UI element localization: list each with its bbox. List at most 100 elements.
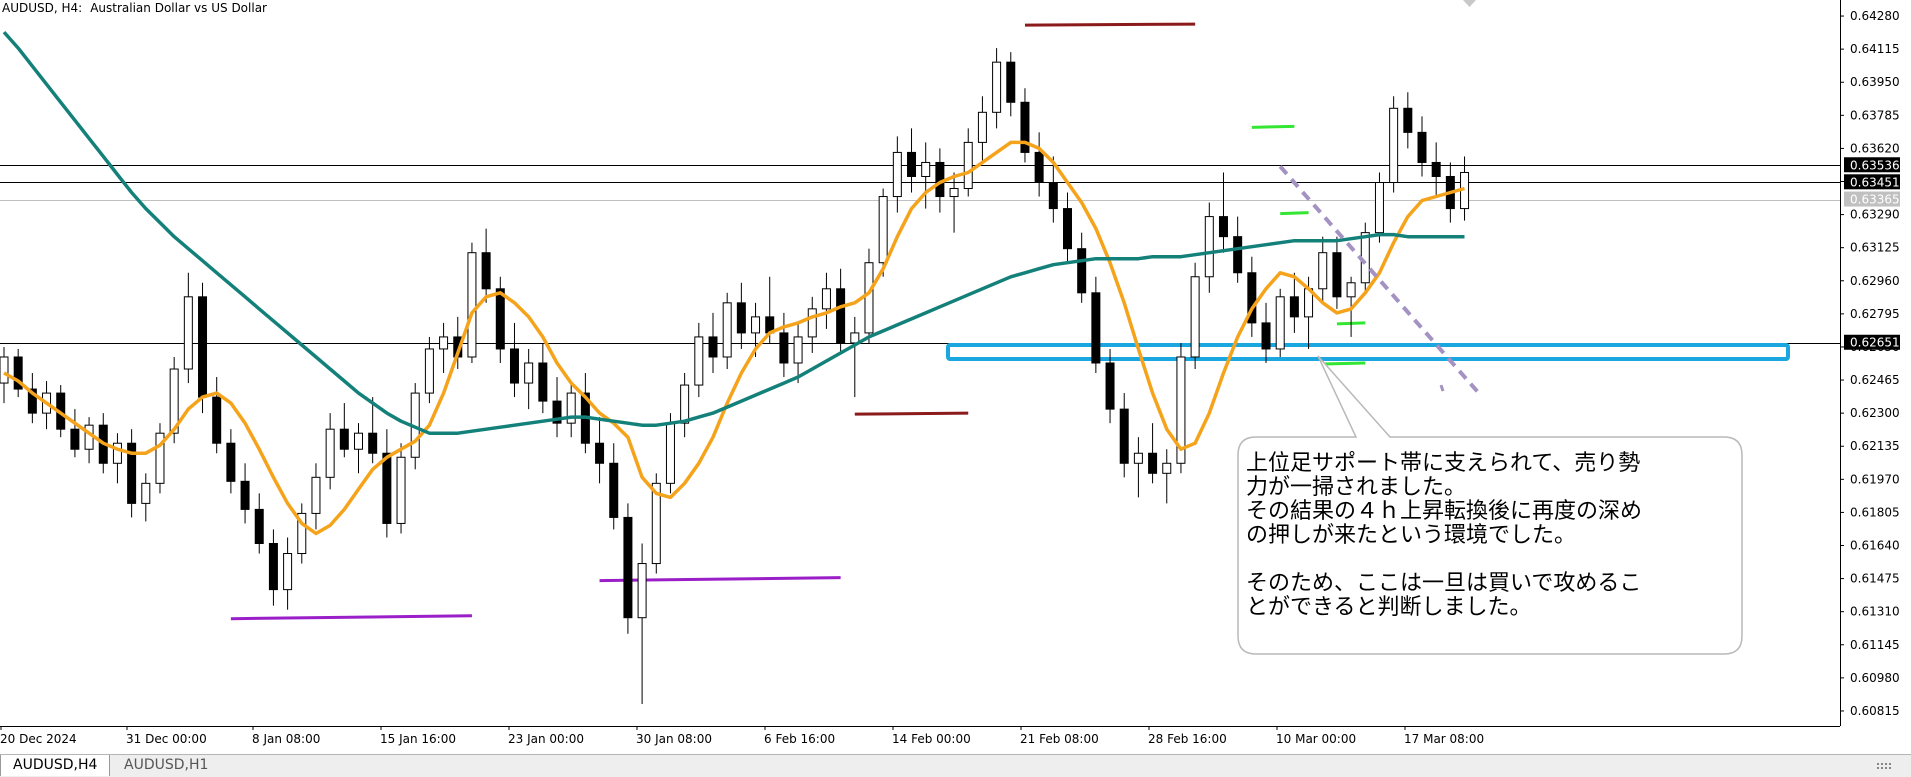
candle: [325, 413, 335, 490]
scroll-marker-icon[interactable]: [1463, 0, 1476, 7]
candle-body: [1204, 216, 1214, 278]
candle-body: [892, 151, 902, 198]
candle-body: [0, 356, 9, 384]
candle-body: [623, 516, 633, 619]
candle: [1162, 449, 1172, 504]
resistance-marker-1: [854, 411, 969, 416]
swing-marker-7: [1322, 361, 1366, 366]
candle-body: [1063, 208, 1072, 250]
y-tick-label: 0.61640: [1850, 539, 1900, 553]
candle-body: [1162, 462, 1172, 474]
candle-body: [424, 348, 434, 394]
candles: [0, 48, 1470, 704]
candle-body: [751, 316, 761, 334]
y-tick-label: 0.61805: [1850, 505, 1900, 519]
candle: [921, 142, 931, 209]
candle-body: [609, 462, 619, 518]
candle: [864, 248, 874, 343]
candle: [850, 316, 860, 398]
candle-body: [637, 563, 647, 619]
candle: [1006, 52, 1016, 117]
tab-audusd-h1[interactable]: AUDUSD,H1: [124, 757, 209, 773]
candle: [1289, 272, 1299, 333]
y-tick-label: 0.61475: [1850, 572, 1900, 586]
candle: [623, 503, 633, 634]
chart-title: AUDUSD, H4: Australian Dollar vs US Dolla…: [2, 1, 275, 15]
level-label-box: [1844, 157, 1900, 173]
candle-body: [141, 482, 151, 504]
candle: [13, 348, 23, 398]
symbol-description: Australian Dollar vs US Dollar: [90, 1, 267, 15]
swing-marker-4: [1251, 124, 1295, 129]
candle: [155, 423, 165, 494]
candle: [907, 128, 917, 193]
candle-body: [382, 452, 392, 524]
annotation-paragraph-2: そのため、ここは一旦は買いで攻めるこ とができると判断しました。: [1246, 571, 1642, 620]
candle: [595, 417, 605, 484]
x-tick-label: 6 Feb 16:00: [764, 732, 835, 746]
y-tick-label: 0.63125: [1850, 241, 1900, 255]
candle: [1034, 132, 1044, 197]
annotation-text: 上位足サポート帯に支えられて、売り勢 力が一掃されました。 その結果の４ｈ上昇転…: [1246, 452, 1746, 652]
candle-body: [1218, 216, 1228, 238]
candle-body: [1403, 107, 1413, 133]
y-tick-label: 0.60980: [1850, 671, 1900, 685]
candle: [198, 282, 208, 414]
level-label: 0.63451: [1850, 175, 1900, 189]
candle-body: [1275, 296, 1285, 350]
candle-body: [127, 442, 137, 504]
level-label: 0.63365: [1850, 193, 1900, 207]
candle-body: [1332, 252, 1342, 298]
candle-body: [1133, 452, 1143, 464]
price-chart[interactable]: 0.64280 0.64115 0.63950 0.63785 0.63620 0.634…: [0, 0, 1911, 754]
callout-bubble: [1237, 355, 1743, 655]
y-tick-label: 0.64115: [1850, 42, 1900, 56]
x-tick-label: 15 Jan 16:00: [380, 732, 456, 746]
candle: [226, 429, 236, 494]
x-tick-label: 28 Feb 16:00: [1148, 732, 1227, 746]
candle-body: [240, 480, 250, 510]
candle: [339, 403, 349, 458]
candle: [509, 322, 519, 398]
candle: [1020, 88, 1030, 163]
candle: [1105, 348, 1115, 424]
candle: [637, 543, 647, 704]
candle: [609, 443, 619, 530]
candle-body: [1006, 61, 1016, 103]
candle-body: [1119, 408, 1129, 464]
level-labels: 0.63536 0.63451 0.63365 0.62651: [1844, 157, 1900, 350]
chart-tab-bar: AUDUSD,H4 AUDUSD,H1: [0, 754, 1911, 777]
candle-body: [1048, 182, 1058, 210]
candle-body: [112, 442, 122, 464]
candle: [112, 433, 122, 484]
candle-body: [807, 308, 817, 338]
candle: [240, 463, 250, 524]
candle: [254, 493, 264, 554]
candle: [297, 503, 307, 564]
candle-body: [736, 302, 746, 334]
candle: [396, 443, 406, 534]
level-label: 0.62651: [1850, 336, 1900, 350]
tab-audusd-h4[interactable]: AUDUSD,H4: [0, 755, 111, 776]
candle-body: [1417, 131, 1427, 163]
candle-body: [283, 553, 293, 591]
candle: [1275, 288, 1285, 357]
candle-body: [1233, 236, 1243, 274]
grip-icon[interactable]: [1877, 763, 1891, 769]
candle: [1190, 262, 1200, 370]
candle: [736, 282, 746, 349]
candle-body: [212, 396, 222, 444]
candle-body: [1190, 276, 1200, 358]
candle-body: [850, 332, 860, 344]
candle: [1063, 192, 1072, 263]
level-label-box: [1844, 334, 1900, 350]
y-tick-label: 0.63950: [1850, 75, 1900, 89]
candle-body: [311, 476, 321, 514]
candle-body: [566, 392, 576, 424]
support-zone: [946, 342, 1790, 361]
candle: [141, 473, 151, 522]
swing-marker-5: [1280, 211, 1309, 216]
annotation-paragraph-1: 上位足サポート帯に支えられて、売り勢 力が一掃されました。 その結果の４ｈ上昇転…: [1246, 451, 1643, 548]
candle: [1077, 232, 1087, 303]
candle: [949, 172, 959, 233]
